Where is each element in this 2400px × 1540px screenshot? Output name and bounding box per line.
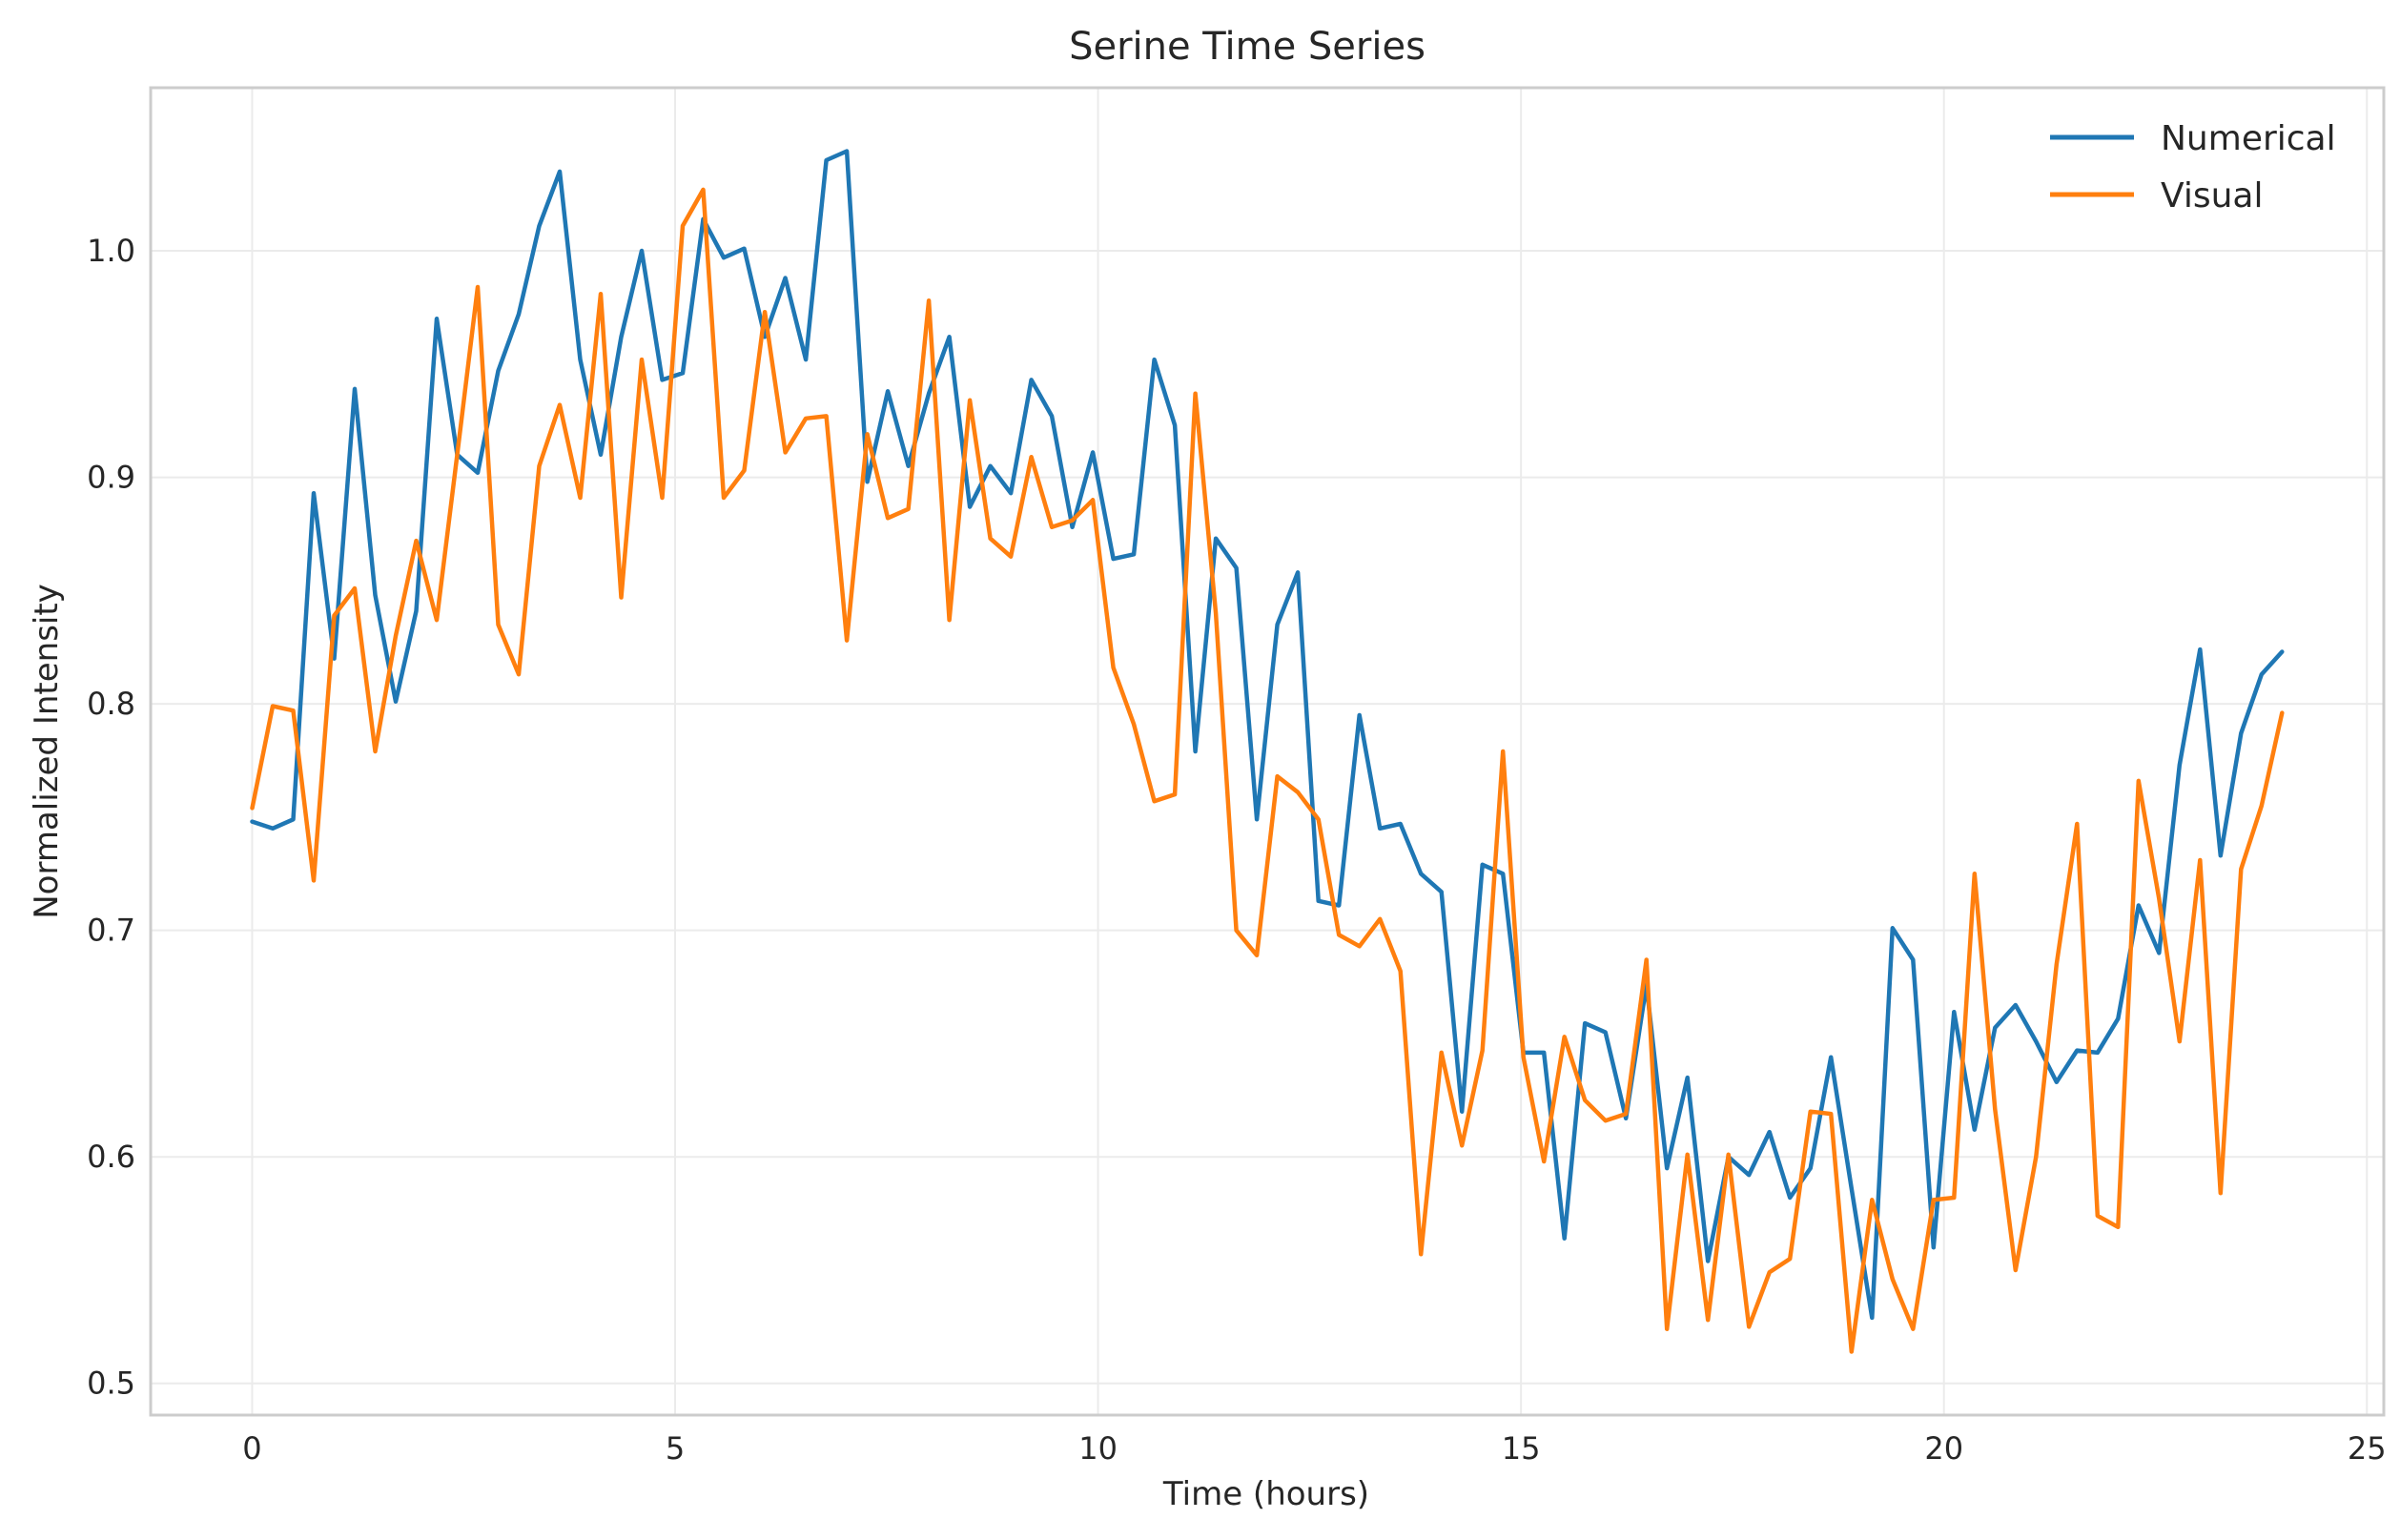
legend-label-numerical: Numerical	[2161, 119, 2336, 158]
series-layer	[250, 149, 2285, 1354]
legend: Numerical Visual	[2050, 119, 2336, 216]
tick-labels: 0 5 10 15 20 25 0.5 0.6 0.7 0.8 0.9 1.0	[87, 233, 2387, 1467]
series-line-numerical	[250, 149, 2285, 1321]
y-tick-label: 0.8	[87, 686, 135, 722]
y-tick-label: 1.0	[87, 233, 135, 269]
plot-frame	[149, 86, 2386, 1417]
series-line-visual	[250, 187, 2285, 1354]
y-tick-label: 0.9	[87, 460, 135, 496]
y-tick-label: 0.7	[87, 913, 135, 949]
x-tick-label: 0	[242, 1430, 261, 1467]
legend-label-visual: Visual	[2161, 176, 2263, 216]
x-tick-label: 15	[1502, 1430, 1541, 1467]
x-tick-label: 5	[666, 1430, 685, 1467]
y-tick-label: 0.5	[87, 1365, 135, 1402]
x-tick-label: 10	[1078, 1430, 1118, 1467]
x-axis-label: Time (hours)	[1162, 1475, 1369, 1513]
y-axis-label: Normalized Intensity	[28, 584, 66, 919]
x-tick-label: 25	[2348, 1430, 2387, 1467]
chart-title: Serine Time Series	[1069, 25, 1426, 69]
grid	[151, 88, 2384, 1415]
y-tick-label: 0.6	[87, 1139, 135, 1175]
x-tick-label: 20	[1924, 1430, 1963, 1467]
